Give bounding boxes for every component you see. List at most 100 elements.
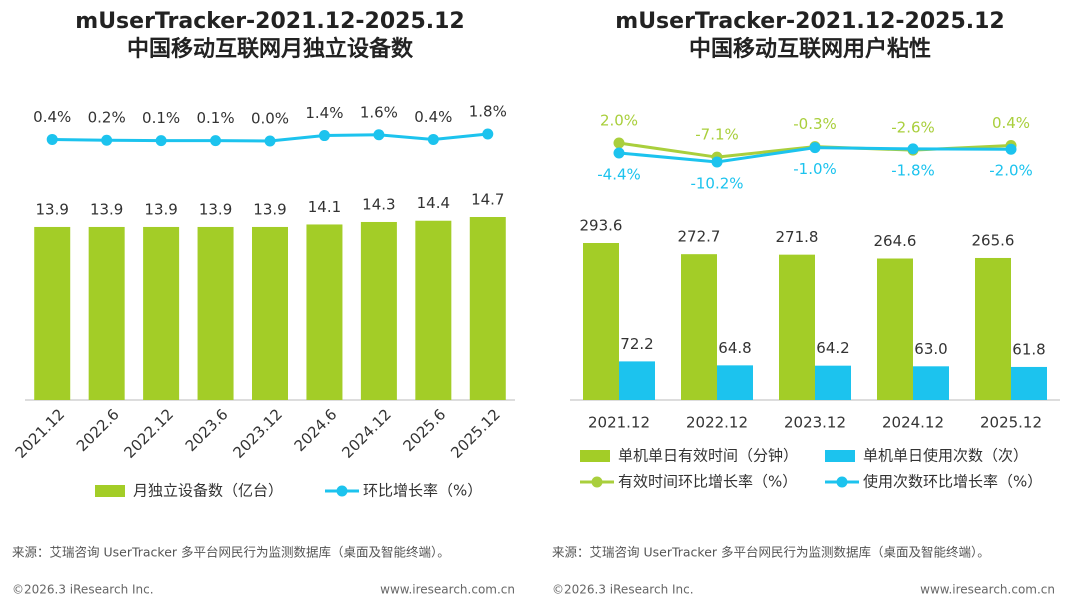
bar bbox=[619, 361, 655, 400]
line-point bbox=[482, 128, 494, 140]
data-label: -7.1% bbox=[695, 126, 739, 144]
legend-label: 单机单日有效时间（分钟） bbox=[618, 447, 798, 465]
bar bbox=[913, 366, 949, 400]
data-label: 271.8 bbox=[776, 228, 819, 246]
line-point bbox=[264, 135, 276, 147]
line-point bbox=[46, 133, 58, 145]
legend-label: 月独立设备数（亿台） bbox=[133, 482, 283, 500]
line-point bbox=[1005, 143, 1017, 155]
data-label: 293.6 bbox=[580, 217, 623, 235]
line-point bbox=[155, 135, 167, 147]
x-tick-label: 2022.6 bbox=[73, 405, 123, 455]
x-tick-label: 2024.12 bbox=[338, 405, 395, 462]
copyright: ©2026.3 iResearch Inc. bbox=[552, 583, 694, 597]
data-label: 14.7 bbox=[471, 191, 504, 209]
bar bbox=[252, 226, 288, 400]
x-tick-label: 2021.12 bbox=[588, 414, 650, 432]
bar bbox=[34, 226, 71, 400]
data-label: -4.4% bbox=[597, 165, 641, 183]
data-label: 14.4 bbox=[417, 194, 450, 212]
data-label: 272.7 bbox=[678, 228, 721, 246]
data-label: 13.9 bbox=[36, 200, 69, 218]
copyright: ©2026.3 iResearch Inc. bbox=[12, 583, 154, 597]
bar bbox=[88, 226, 125, 400]
legend-swatch bbox=[825, 450, 855, 462]
data-label: 13.9 bbox=[199, 200, 232, 218]
data-label: 72.2 bbox=[620, 335, 653, 353]
bar bbox=[415, 220, 452, 400]
legend-label: 环比增长率（%） bbox=[363, 482, 482, 500]
bar bbox=[877, 258, 913, 400]
data-label: 14.1 bbox=[308, 198, 341, 216]
data-label: 13.9 bbox=[253, 200, 286, 218]
line-point bbox=[809, 142, 821, 154]
data-label: 0.4% bbox=[414, 108, 452, 126]
x-tick-label: 2023.12 bbox=[784, 414, 846, 432]
line-point bbox=[101, 134, 113, 146]
x-tick-label: 2025.12 bbox=[447, 405, 504, 462]
data-label: 64.2 bbox=[816, 339, 849, 357]
chart-title: mUserTracker-2021.12-2025.12 bbox=[615, 9, 1004, 34]
line-point bbox=[613, 147, 625, 159]
data-label: 0.1% bbox=[197, 109, 235, 127]
line-point bbox=[711, 156, 723, 168]
data-label: -2.6% bbox=[891, 119, 935, 137]
data-label: 2.0% bbox=[600, 112, 638, 130]
x-tick-label: 2022.12 bbox=[121, 405, 178, 462]
data-label: 0.1% bbox=[142, 109, 180, 127]
x-tick-label: 2025.12 bbox=[980, 414, 1042, 432]
bar bbox=[143, 226, 180, 400]
bar bbox=[779, 254, 815, 400]
data-label: -2.0% bbox=[989, 162, 1033, 180]
x-tick-label: 2024.12 bbox=[882, 414, 944, 432]
line-point bbox=[427, 133, 439, 145]
line-point bbox=[210, 135, 222, 147]
data-label: 0.4% bbox=[992, 114, 1030, 132]
x-tick-label: 2023.12 bbox=[229, 405, 286, 462]
x-tick-label: 2021.12 bbox=[12, 405, 69, 462]
source-note: 来源：艾瑞咨询 UserTracker 多平台网民行为监测数据库（桌面及智能终端… bbox=[12, 545, 450, 560]
bar bbox=[306, 224, 343, 400]
data-label: 264.6 bbox=[874, 232, 917, 250]
legend-swatch bbox=[591, 476, 603, 488]
data-label: 0.4% bbox=[33, 108, 71, 126]
website: www.iresearch.com.cn bbox=[920, 583, 1055, 597]
legend-swatch bbox=[580, 450, 610, 462]
data-label: 14.3 bbox=[362, 195, 395, 213]
legend-swatch bbox=[336, 485, 348, 497]
legend-label: 有效时间环比增长率（%） bbox=[618, 473, 797, 491]
x-tick-label: 2025.6 bbox=[399, 405, 449, 455]
bar bbox=[717, 365, 753, 400]
legend-swatch bbox=[836, 476, 848, 488]
data-label: -0.3% bbox=[793, 115, 837, 133]
line-point bbox=[318, 130, 330, 142]
chart-subtitle: 中国移动互联网月独立设备数 bbox=[127, 36, 414, 62]
legend-label: 单机单日使用次数（次） bbox=[863, 447, 1028, 465]
data-label: 13.9 bbox=[90, 200, 123, 218]
website: www.iresearch.com.cn bbox=[380, 583, 515, 597]
line-point bbox=[613, 137, 625, 149]
data-label: 1.4% bbox=[305, 104, 343, 122]
data-label: 0.0% bbox=[251, 110, 289, 128]
bar bbox=[583, 243, 619, 400]
data-label: 63.0 bbox=[914, 340, 947, 358]
bar bbox=[815, 365, 851, 400]
line-point bbox=[907, 143, 919, 155]
bar bbox=[975, 257, 1011, 400]
bar bbox=[469, 217, 506, 400]
bar bbox=[360, 221, 397, 400]
data-label: -1.0% bbox=[793, 160, 837, 178]
data-label: 265.6 bbox=[972, 231, 1015, 249]
legend-label: 使用次数环比增长率（%） bbox=[863, 473, 1042, 491]
data-label: 1.6% bbox=[360, 103, 398, 121]
chart-subtitle: 中国移动互联网用户粘性 bbox=[689, 36, 931, 62]
line-point bbox=[373, 129, 385, 141]
data-label: -10.2% bbox=[690, 175, 743, 193]
data-label: 61.8 bbox=[1012, 340, 1045, 358]
x-tick-label: 2024.6 bbox=[291, 405, 341, 455]
data-label: 0.2% bbox=[88, 109, 126, 127]
chart-title: mUserTracker-2021.12-2025.12 bbox=[75, 9, 464, 34]
data-label: -1.8% bbox=[891, 161, 935, 179]
data-label: 13.9 bbox=[144, 200, 177, 218]
